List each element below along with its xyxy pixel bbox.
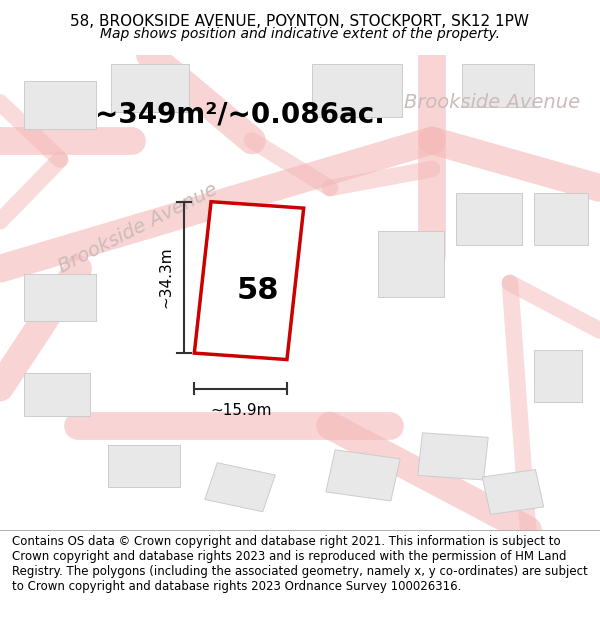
Polygon shape [534, 192, 588, 245]
Polygon shape [326, 450, 400, 501]
Polygon shape [24, 373, 90, 416]
Text: ~349m²/~0.086ac.: ~349m²/~0.086ac. [95, 101, 385, 128]
Text: 58: 58 [237, 276, 279, 304]
Text: ~15.9m: ~15.9m [210, 402, 271, 418]
Polygon shape [418, 432, 488, 480]
Polygon shape [456, 192, 522, 245]
Text: Map shows position and indicative extent of the property.: Map shows position and indicative extent… [100, 28, 500, 41]
Polygon shape [108, 444, 180, 488]
Polygon shape [378, 231, 444, 298]
Text: 58, BROOKSIDE AVENUE, POYNTON, STOCKPORT, SK12 1PW: 58, BROOKSIDE AVENUE, POYNTON, STOCKPORT… [71, 14, 530, 29]
Polygon shape [312, 64, 402, 117]
Polygon shape [205, 462, 275, 512]
Polygon shape [482, 469, 544, 514]
Text: Brookside Avenue: Brookside Avenue [55, 180, 221, 277]
Polygon shape [24, 81, 96, 129]
Polygon shape [462, 64, 534, 108]
Text: Brookside Avenue: Brookside Avenue [404, 93, 580, 112]
Text: Contains OS data © Crown copyright and database right 2021. This information is : Contains OS data © Crown copyright and d… [12, 535, 588, 592]
Polygon shape [534, 349, 582, 402]
Polygon shape [24, 274, 96, 321]
Text: ~34.3m: ~34.3m [158, 247, 173, 308]
Polygon shape [194, 202, 304, 359]
Polygon shape [111, 64, 189, 112]
